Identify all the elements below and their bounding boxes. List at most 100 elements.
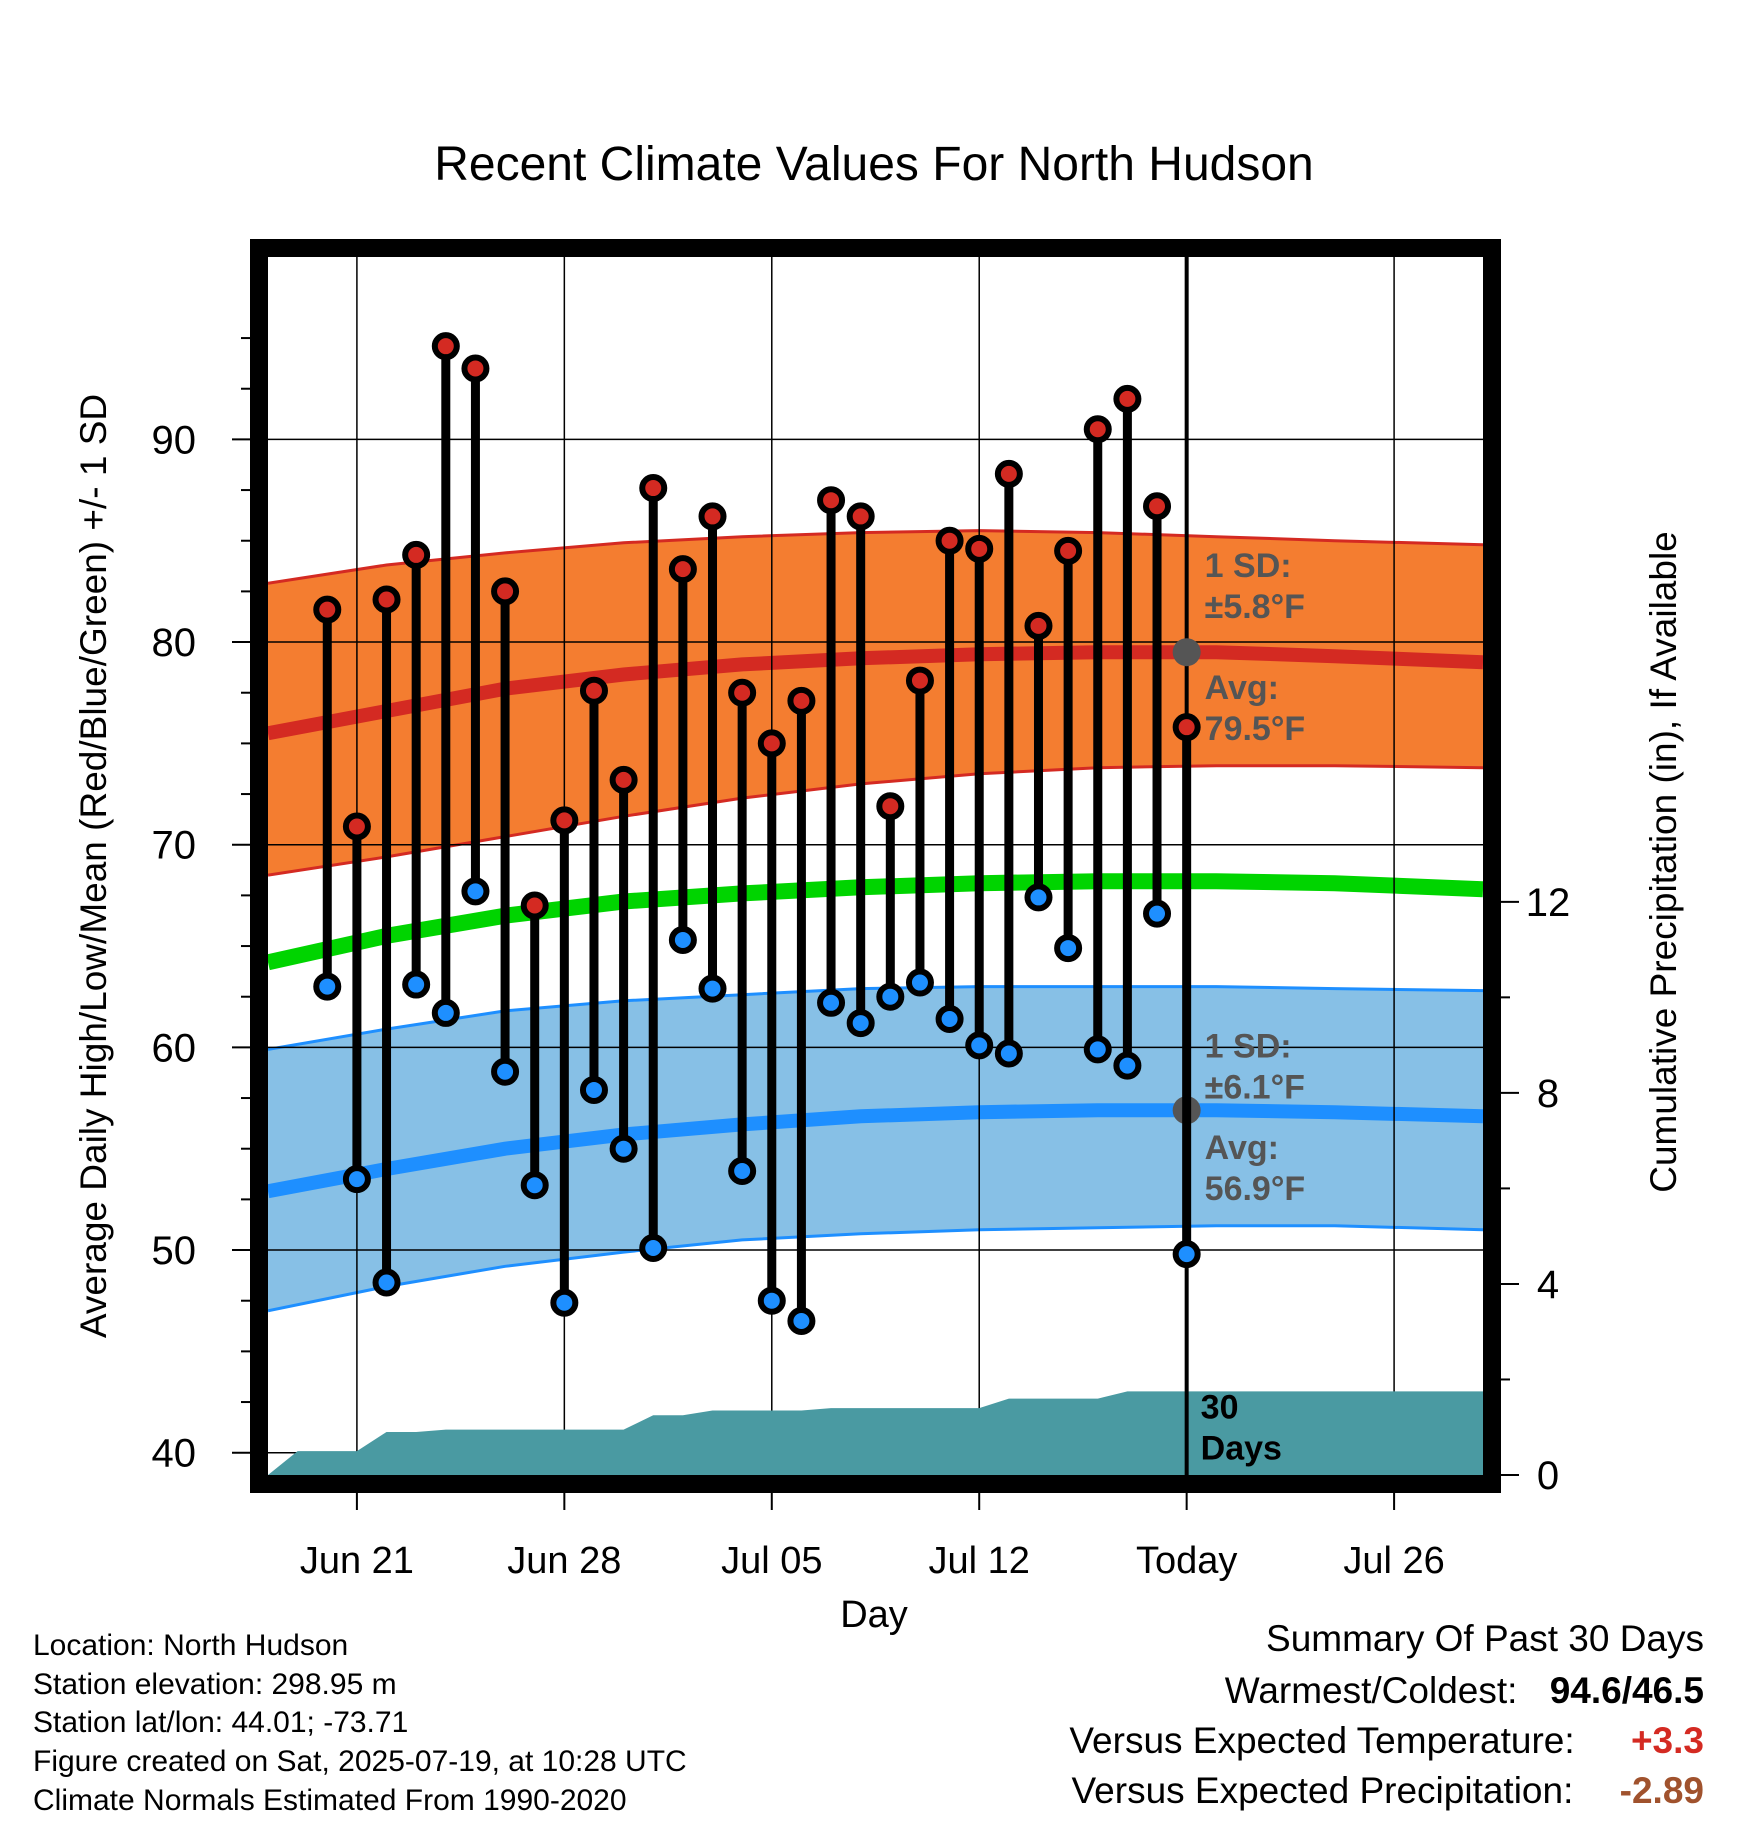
daily-high-point [1143,492,1172,521]
plot-frame [250,239,1501,1493]
daily-low-point [876,982,905,1011]
summary-warmest: Warmest/Coldest: 94.6/46.5 [1225,1670,1704,1712]
warmest-label: Warmest/Coldest: [1224,1670,1518,1711]
info-latlon: Station lat/lon: 44.01; -73.71 [33,1706,409,1739]
daily-high-point [1172,713,1201,742]
y-tick-label: 40 [152,1432,197,1476]
y-tick-label: 50 [152,1229,197,1273]
daily-high-point [639,474,668,503]
summary-title-text: Summary Of Past 30 Days [1266,1618,1704,1659]
y2-axis-label: Cumulative Precipitation (in), If Availa… [1643,531,1684,1193]
temp-value: +3.3 [1630,1720,1704,1761]
normal-bands [268,529,1483,1313]
daily-low-point [372,1268,401,1297]
daily-low-point [1113,1051,1142,1080]
daily-high-point [609,765,638,794]
daily-low-point [817,988,846,1017]
x-tick-label: Jul 12 [929,1540,1030,1582]
daily-low-point [402,970,431,999]
low-sd-label: 1 SD: ±6.1°F [1205,1028,1305,1107]
daily-low-point [1143,899,1172,928]
daily-low-point [846,1009,875,1038]
y2-tick-label: 8 [1537,1072,1559,1116]
info-normals: Climate Normals Estimated From 1990-2020 [33,1784,627,1817]
daily-low-point [461,877,490,906]
daily-low-point [935,1005,964,1034]
daily-high-point [728,678,757,707]
daily-low-point [1024,883,1053,912]
daily-low-point [1172,1240,1201,1269]
daily-low-point [905,968,934,997]
daily-low-point [757,1286,786,1315]
info-location: Location: North Hudson [33,1629,349,1662]
observations [313,332,1201,1335]
y2-tick-label: 0 [1537,1454,1559,1498]
high-sd-label: 1 SD: ±5.8°F [1205,547,1305,626]
daily-low-point [1054,934,1083,963]
high-sd-band [268,530,1483,876]
x-tick-label: Jun 21 [300,1540,414,1582]
x-axis: Jun 21 Jun 28 Jul 05 Jul 12 Today Jul 26 [300,1493,1445,1582]
daily-high-point [1113,384,1142,413]
daily-low-point [431,998,460,1027]
x-tick-label: Jul 26 [1343,1540,1444,1582]
low-avg-label: Avg: 56.9°F [1205,1129,1306,1208]
info-created: Figure created on Sat, 2025-07-19, at 10… [33,1745,687,1778]
daily-low-point [639,1234,668,1263]
chart-title: Recent Climate Values For North Hudson [434,138,1314,191]
daily-high-point [372,585,401,614]
x-tick-label: Today [1136,1540,1237,1582]
daily-high-point [846,502,875,531]
x-tick-label: Jun 28 [507,1540,621,1582]
daily-high-point [520,891,549,920]
today-high-avg-marker [1172,638,1201,667]
low-band-lower-edge [268,1224,1483,1313]
daily-low-point [550,1288,579,1317]
daily-high-point [965,534,994,563]
daily-high-point [579,676,608,705]
daily-low-point [698,974,727,1003]
daily-high-point [1083,415,1112,444]
cumulative-precip-area [268,1391,1483,1475]
daily-low-point [1083,1035,1112,1064]
summary-title: Summary Of Past 30 Days [1266,1618,1704,1660]
daily-high-point [1054,536,1083,565]
daily-low-point [965,1031,994,1060]
daily-high-point [313,595,342,624]
daily-high-point [550,806,579,835]
y-tick-label: 80 [152,621,197,665]
y-tick-label: 70 [152,824,197,868]
low-average-line [268,1103,1483,1199]
daily-low-point [313,972,342,1001]
precip-days-label: 30 Days [1201,1388,1282,1467]
y-tick-label: 60 [152,1026,197,1070]
x-axis-label: Day [840,1594,908,1636]
warmest-value: 94.6/46.5 [1549,1670,1704,1711]
daily-low-point [994,1039,1023,1068]
precip-value: -2.89 [1619,1770,1704,1811]
low-sd-band [268,986,1483,1311]
y-axis-label: Average Daily High/Low/Mean (Red/Blue/Gr… [73,394,114,1338]
summary-temp: Versus Expected Temperature: +3.3 [1069,1720,1704,1762]
daily-low-point [491,1057,520,1086]
daily-high-point [905,666,934,695]
daily-high-point [757,729,786,758]
x-tick-label: Jul 05 [721,1540,822,1582]
high-avg-label: Avg: 79.5°F [1205,669,1306,748]
daily-high-point [668,555,697,584]
daily-high-point [491,577,520,606]
daily-low-point [579,1075,608,1104]
summary-precip: Versus Expected Precipitation: -2.89 [1072,1770,1704,1812]
daily-low-point [787,1306,816,1335]
temp-label: Versus Expected Temperature: [1069,1720,1575,1761]
daily-low-point [728,1157,757,1186]
daily-low-point [668,925,697,954]
daily-high-point [698,502,727,531]
y-axis-left: 40 50 60 70 80 90 [152,337,250,1476]
info-elevation: Station elevation: 298.95 m [33,1668,397,1701]
daily-high-point [817,486,846,515]
daily-high-point [787,686,816,715]
y2-tick-label: 12 [1526,881,1571,925]
band-annotations: 1 SD: ±5.8°F Avg: 79.5°F 1 SD: ±6.1°F Avg: 56.9… [1201,547,1306,1467]
